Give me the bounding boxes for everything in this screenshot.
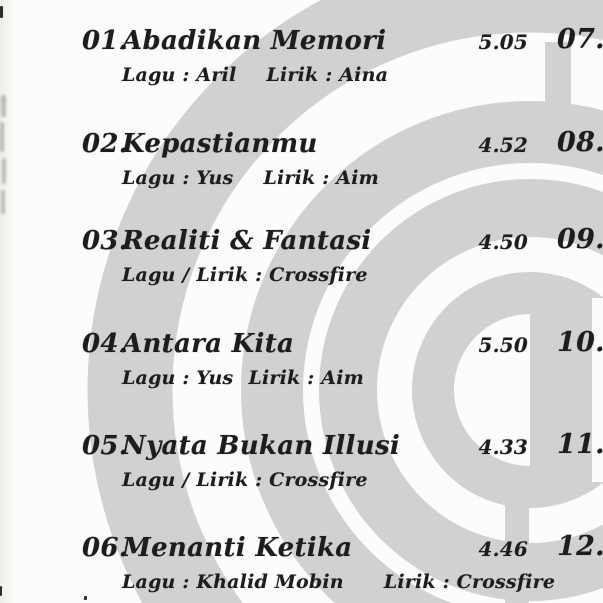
track-title: Menanti Ketika <box>122 533 353 563</box>
scan-speck <box>84 596 87 600</box>
credit-music: Lagu / Lirik : Crossfire <box>122 264 368 286</box>
credit-music: Lagu : Khalid Mobin <box>122 571 344 593</box>
side-track-number: 11. <box>557 429 603 460</box>
credit-lyrics: Lirik : Aim <box>263 167 379 189</box>
track-credits: Lagu : Yus Lirik : Aim <box>122 167 379 189</box>
credit-lyrics: Lirik : Aina <box>266 64 389 86</box>
scan-speck <box>0 6 3 18</box>
track-title: Realiti & Fantasi <box>122 226 372 256</box>
track-title-line: 03.Realiti & Fantasi 4.50 09. <box>0 224 603 257</box>
track-number: 06. <box>82 533 129 563</box>
side-track-number: 08. <box>557 127 603 158</box>
track-row-6: 06.Menanti Ketika 4.46 12. Lagu : Khalid… <box>0 531 603 603</box>
track-duration: 5.50 <box>478 333 528 357</box>
side-track-number: 10. <box>557 327 603 358</box>
scan-edge-strip <box>0 0 14 603</box>
scan-smudge <box>2 158 6 184</box>
track-row-2: 02.Kepastianmu 4.52 08. Lagu : Yus Lirik … <box>0 127 603 201</box>
credit-lyrics: Lirik : Crossfire <box>383 571 556 593</box>
track-row-3: 03.Realiti & Fantasi 4.50 09. Lagu / Lir… <box>0 224 603 298</box>
track-row-4: 04.Antara Kita 5.50 10. Lagu : Yus Lirik … <box>0 327 603 401</box>
track-number: 03. <box>82 226 129 256</box>
side-track-number: 09. <box>557 224 603 255</box>
track-title: Nyata Bukan Illusi <box>122 431 401 461</box>
scan-smudge <box>1 190 5 214</box>
track-duration: 5.05 <box>478 30 528 54</box>
credit-music: Lagu / Lirik : Crossfire <box>122 469 368 491</box>
track-number: 05. <box>82 431 129 461</box>
scan-smudge <box>1 95 6 117</box>
track-number: 01. <box>82 26 129 56</box>
track-number: 02. <box>82 129 129 159</box>
track-duration: 4.50 <box>478 230 528 254</box>
track-title: Abadikan Memori <box>122 26 387 56</box>
track-number: 04. <box>82 329 129 359</box>
track-duration: 4.52 <box>478 133 528 157</box>
track-title-line: 05.Nyata Bukan Illusi 4.33 11. <box>0 429 603 462</box>
credit-music: Lagu : Yus <box>122 367 234 389</box>
track-credits: Lagu / Lirik : Crossfire <box>122 469 368 491</box>
side-track-number: 12. <box>557 531 603 562</box>
track-credits: Lagu / Lirik : Crossfire <box>122 264 368 286</box>
scan-smudge <box>0 122 4 152</box>
side-track-number: 07. <box>557 24 603 55</box>
track-duration: 4.46 <box>478 537 528 561</box>
track-credits: Lagu : Khalid Mobin Lirik : Crossfire <box>122 571 555 593</box>
track-row-5: 05.Nyata Bukan Illusi 4.33 11. Lagu / Li… <box>0 429 603 503</box>
track-credits: Lagu : Yus Lirik : Aim <box>122 367 364 389</box>
track-duration: 4.33 <box>478 435 528 459</box>
credit-music: Lagu : Yus <box>122 167 234 189</box>
track-title-line: 02.Kepastianmu 4.52 08. <box>0 127 603 160</box>
track-title-line: 04.Antara Kita 5.50 10. <box>0 327 603 360</box>
track-title-line: 01.Abadikan Memori 5.05 07. <box>0 24 603 57</box>
track-title-line: 06.Menanti Ketika 4.46 12. <box>0 531 603 564</box>
track-credits: Lagu : Aril Lirik : Aina <box>122 64 388 86</box>
scan-speck <box>0 586 2 596</box>
track-title: Antara Kita <box>122 329 295 359</box>
credit-lyrics: Lirik : Aim <box>248 367 364 389</box>
credit-music: Lagu : Aril <box>122 64 237 86</box>
track-row-1: 01.Abadikan Memori 5.05 07. Lagu : Aril L… <box>0 24 603 98</box>
track-title: Kepastianmu <box>122 129 318 159</box>
watermark-rings <box>87 0 603 603</box>
